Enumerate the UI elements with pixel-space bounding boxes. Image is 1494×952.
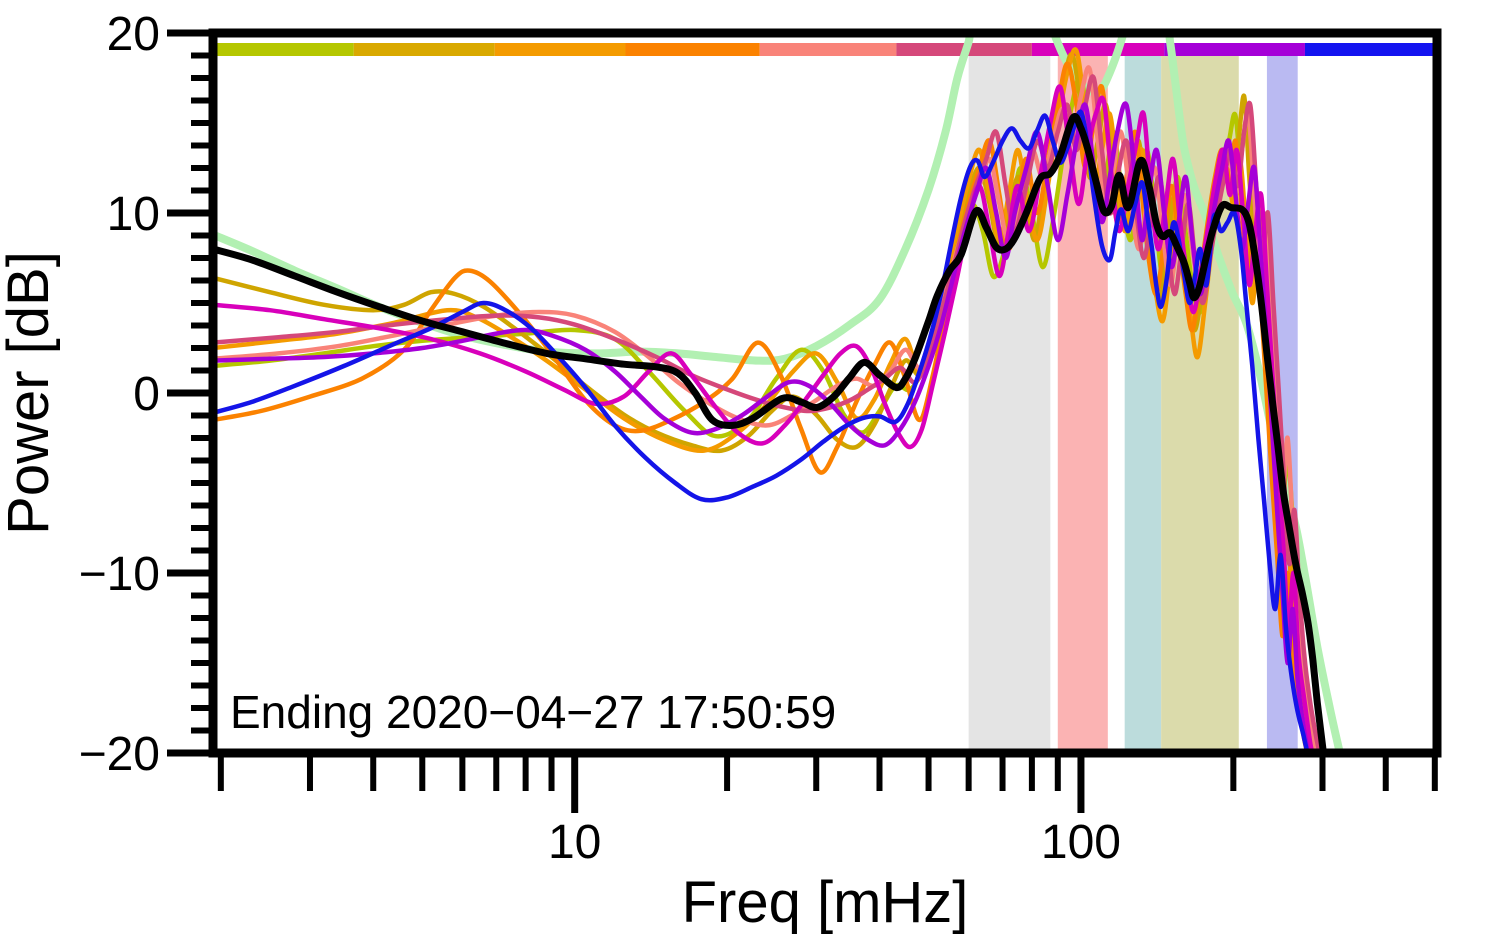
y-axis-label: Power [dB] — [0, 251, 61, 535]
y-tick-label: 0 — [133, 368, 160, 421]
band-strip-segment — [625, 43, 760, 56]
band-strip-segment — [494, 43, 626, 56]
y-tick-label: −20 — [79, 728, 160, 781]
y-tick-label: 10 — [107, 188, 160, 241]
band-strip-segment — [1304, 43, 1433, 56]
band-strip-segment — [217, 43, 354, 56]
plot-border — [208, 28, 1442, 758]
band-strip-segment — [759, 43, 897, 56]
x-tick-label: 100 — [1041, 816, 1121, 869]
curve-band-magenta — [213, 84, 1315, 753]
curve-band-purple — [213, 101, 1311, 753]
y-tick-label: 20 — [107, 8, 160, 61]
band-strip-segment — [1164, 43, 1305, 56]
y-tick-label: −10 — [79, 548, 160, 601]
band-strip-segment — [1031, 43, 1165, 56]
curves — [213, 33, 1344, 753]
x-tick-label: 10 — [548, 816, 601, 869]
curve-mean-black — [213, 113, 1327, 753]
band-strip-segment — [353, 43, 495, 56]
plot-frame — [208, 28, 1442, 758]
frequency-band-strip — [217, 43, 1433, 56]
x-axis-label: Freq [mHz] — [682, 870, 969, 935]
ending-timestamp: Ending 2020−04−27 17:50:59 — [230, 686, 836, 738]
